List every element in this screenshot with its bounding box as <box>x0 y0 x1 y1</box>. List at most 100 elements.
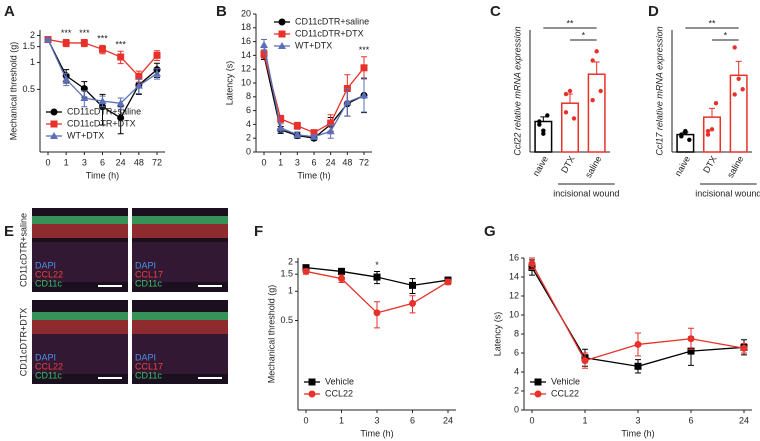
legend-marker <box>308 378 316 386</box>
x-tick-label: 3 <box>295 157 300 167</box>
data-point <box>80 94 89 102</box>
x-tick-label: 24 <box>326 157 336 167</box>
data-point <box>545 113 550 118</box>
x-tick-label: 1 <box>582 415 587 425</box>
stain-label: CCL17 <box>135 269 163 279</box>
legend-marker <box>278 42 286 49</box>
y-tick-label: 2 <box>30 30 35 40</box>
data-point <box>541 128 546 133</box>
legend-label: CD11cDTR+DTX <box>295 28 364 38</box>
legend-marker <box>278 30 286 38</box>
tissue-layer <box>132 242 228 282</box>
x-tick-label: 24 <box>443 415 453 425</box>
y-axis-label: Mechanical threshold (g) <box>266 285 276 384</box>
x-tick-label: 6 <box>410 415 415 425</box>
x-tick-label: 72 <box>359 157 369 167</box>
legend-marker <box>50 120 58 128</box>
significance: *** <box>359 45 370 55</box>
tissue-layer <box>32 312 128 320</box>
data-point <box>293 122 301 130</box>
x-tick-label: 1 <box>64 157 69 167</box>
data-point <box>135 72 143 80</box>
data-point <box>373 273 381 281</box>
row-label: CD11cDTR+saline <box>18 213 28 287</box>
legend-marker <box>50 132 58 139</box>
data-point <box>683 130 688 136</box>
data-point <box>62 39 70 47</box>
tissue-layer <box>32 242 128 282</box>
data-point <box>705 128 711 134</box>
series-line <box>263 55 365 139</box>
x-tick-label: 3 <box>374 415 379 425</box>
legend-marker <box>308 390 316 398</box>
x-axis-label: Time (h) <box>86 170 119 180</box>
data-point <box>444 278 452 286</box>
data-point <box>116 99 125 107</box>
x-tick-label: 0 <box>303 415 308 425</box>
tissue-layer <box>32 224 128 238</box>
data-point <box>713 101 719 106</box>
stain-label: DAPI <box>135 260 156 270</box>
x-tick-label: 6 <box>100 157 105 167</box>
x-tick-label: saline <box>583 154 603 179</box>
panel-label: E <box>4 223 14 240</box>
data-point <box>260 50 268 58</box>
data-point <box>80 85 88 93</box>
y-tick-label: 14 <box>509 271 519 281</box>
panel-label: C <box>490 3 501 20</box>
y-tick-label: 16 <box>241 36 251 46</box>
data-point <box>360 64 368 72</box>
y-tick-label: 1 <box>30 57 35 67</box>
significance: *** <box>61 28 72 38</box>
y-axis-label: Ccl17 relative mRNA expression <box>654 26 664 155</box>
x-tick-label: 1 <box>278 157 283 167</box>
y-tick-label: 6 <box>246 105 251 115</box>
data-point <box>571 116 577 121</box>
y-tick-label: 0 <box>246 146 251 156</box>
data-point <box>528 260 536 268</box>
x-tick-label: 0 <box>45 157 50 167</box>
y-tick-label: 8 <box>514 328 519 338</box>
data-point <box>541 131 546 136</box>
error-bar <box>735 60 742 76</box>
data-point <box>310 132 318 140</box>
stain-label: CD11c <box>135 370 162 380</box>
legend-label: CCL22 <box>325 388 353 398</box>
stain-label: CCL22 <box>35 361 63 371</box>
stain-label: DAPI <box>35 352 56 362</box>
x-axis-label: Time (h) <box>621 428 654 438</box>
x-tick-label: naive <box>531 154 550 178</box>
data-point <box>310 129 318 137</box>
x-tick-label: 3 <box>82 157 87 167</box>
legend-label: WT+DTX <box>295 40 332 50</box>
data-point <box>277 115 285 123</box>
y-tick-label: 2 <box>288 256 293 266</box>
tissue-layer <box>132 224 228 238</box>
y-tick-label: 12 <box>509 290 519 300</box>
data-point <box>338 275 345 283</box>
y-tick-label: 1 <box>288 286 293 296</box>
legend-label: CD11cDTR+DTX <box>67 118 136 128</box>
data-point <box>117 114 125 122</box>
data-point <box>537 122 542 127</box>
x-tick-label: 6 <box>688 415 693 425</box>
tissue-layer <box>132 216 228 224</box>
panel-label: B <box>216 3 227 20</box>
data-point <box>732 92 737 97</box>
data-point <box>260 41 268 49</box>
tissue-layer <box>132 312 228 320</box>
data-point <box>736 76 741 82</box>
x-tick-label: 3 <box>635 415 640 425</box>
y-tick-label: 12 <box>241 64 251 74</box>
y-tick-label: 1.5 <box>22 41 35 51</box>
y-tick-label: 2 <box>246 133 251 143</box>
data-point <box>62 75 71 83</box>
bar <box>729 74 748 153</box>
data-point <box>80 39 88 47</box>
bar <box>560 102 580 153</box>
y-tick-label: 20 <box>241 8 251 18</box>
data-point <box>705 132 711 137</box>
panel-label: A <box>4 3 15 20</box>
stain-label: CD11c <box>35 278 62 288</box>
